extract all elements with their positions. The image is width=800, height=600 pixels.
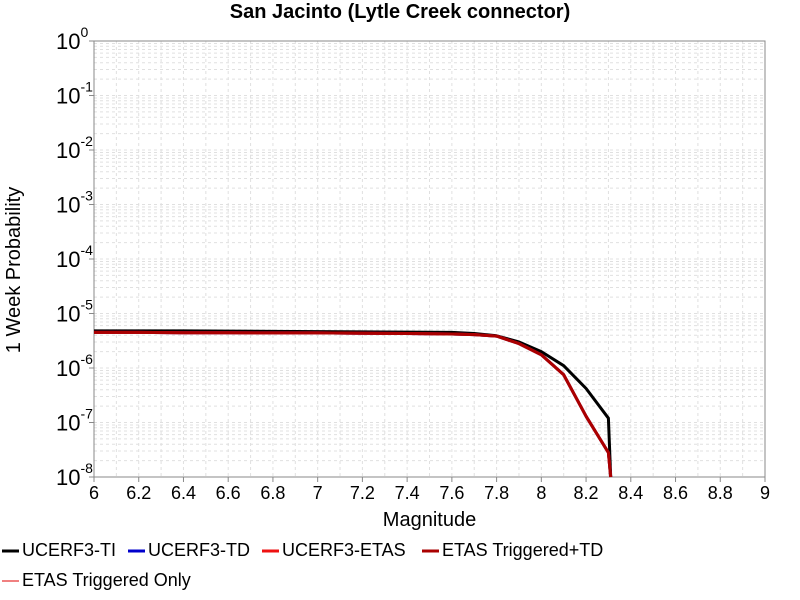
legend-label: ETAS Triggered Only [22,570,191,590]
x-tick-label: 6.4 [171,483,196,503]
x-tick-label: 8.4 [618,483,643,503]
x-tick-label: 8.6 [663,483,688,503]
legend: UCERF3-TI UCERF3-TD UCERF3-ETAS ETAS Trigge… [2,540,603,590]
x-tick-label: 8 [536,483,546,503]
y-tick-label: 10-7 [56,406,93,436]
series-lines [94,329,613,478]
x-tick-label: 6.6 [216,483,241,503]
series-line-ucerf3-etas [94,330,613,478]
x-tick-label: 7.2 [350,483,375,503]
series-line-ucerf3-ti [94,329,613,478]
x-tick-label: 8.8 [708,483,733,503]
x-tick-label: 7.6 [439,483,464,503]
legend-label: UCERF3-ETAS [282,540,406,560]
y-tick-label: 10-3 [56,188,93,218]
y-tick-label: 10-4 [56,242,93,272]
y-axis-ticks: 100 10-1 10-2 10-3 10-4 10-5 10-6 10-7 10-8 [56,24,94,490]
x-tick-label: 7.8 [484,483,509,503]
legend-label: ETAS Triggered+TD [442,540,603,560]
legend-label: UCERF3-TD [148,540,250,560]
y-tick-label: 10-2 [56,133,93,163]
series-line-etas-triggered-td [94,330,613,478]
y-tick-label: 10-5 [56,297,93,327]
x-tick-label: 6 [89,483,99,503]
y-tick-label: 10-1 [56,79,93,109]
x-tick-label: 7.4 [395,483,420,503]
x-tick-label: 8.2 [574,483,599,503]
legend-label: UCERF3-TI [22,540,116,560]
grid [93,41,766,478]
series-line-ucerf3-td [94,330,613,478]
x-tick-label: 7 [313,483,323,503]
chart-title: San Jacinto (Lytle Creek connector) [230,1,570,23]
y-tick-label: 10-8 [56,460,93,490]
x-tick-label: 6.2 [126,483,151,503]
x-axis-ticks: 6 6.2 6.4 6.6 6.8 7 7.2 7.4 7.6 7.8 8 8.2 8.4 8.6 8.8 9 [89,477,770,503]
x-axis-label: Magnitude [383,509,476,531]
y-tick-label: 10-6 [56,351,93,381]
y-axis-label: 1 Week Probability [3,187,25,353]
x-tick-label: 9 [760,483,770,503]
x-tick-label: 6.8 [260,483,285,503]
y-tick-label: 100 [56,24,88,54]
